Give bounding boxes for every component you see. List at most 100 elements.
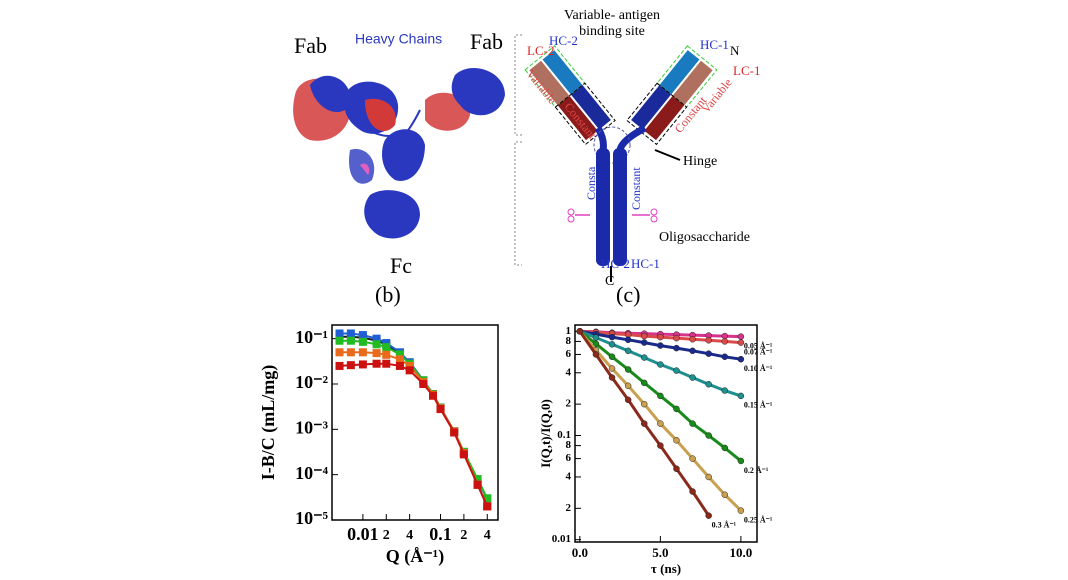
hc-constant [631, 85, 672, 130]
hc-variable [659, 50, 700, 95]
marker [721, 353, 729, 361]
x-tick-label: 0.0 [572, 545, 588, 560]
marker [689, 488, 696, 495]
y-tick-label: 2 [566, 398, 572, 410]
structure-label: Fab [294, 33, 327, 58]
x-tick-label: 4 [484, 528, 491, 543]
marker [346, 329, 355, 338]
y-tick-label: 4 [566, 366, 572, 378]
marker [608, 374, 616, 381]
diagram-label: C [605, 274, 614, 289]
diagram-label: HC-2 [601, 256, 630, 271]
structure-label: Fab [470, 29, 503, 54]
x-tick-label: 4 [406, 528, 413, 543]
marker [436, 405, 445, 414]
fab-domain [365, 98, 396, 132]
structure-label: Fc [390, 253, 412, 278]
series-label: 0.15 Å⁻¹ [744, 401, 773, 410]
y-axis-label: I-B/C (mL/mg) [258, 365, 279, 481]
marker [657, 392, 664, 400]
lc-variable [529, 60, 570, 106]
marker [382, 339, 391, 348]
marker [641, 332, 648, 340]
marker [459, 450, 468, 459]
fab-domain [310, 75, 351, 113]
diagram-label: Oligosaccharide [659, 230, 750, 245]
marker [641, 379, 648, 387]
diagram-label: HC-1 [631, 256, 660, 271]
marker [721, 491, 729, 498]
marker [395, 355, 404, 364]
protein-structure [293, 67, 505, 239]
glycan [650, 215, 658, 223]
series-label: 0.07 Å⁻¹ [744, 347, 773, 356]
marker [641, 420, 648, 427]
marker [705, 381, 712, 388]
bracket [514, 34, 522, 266]
marker [405, 361, 414, 370]
diagram-label: LC-1 [733, 63, 760, 78]
y-axis-label: I(Q,t)/I(Q,0) [538, 399, 553, 468]
marker [592, 340, 600, 347]
marker [473, 480, 482, 489]
y-tick-label: 6 [566, 452, 572, 464]
plot-frame [331, 324, 499, 521]
series-label: 0.25 Å⁻¹ [744, 515, 773, 524]
y-tick-label: 1 [566, 325, 572, 337]
marker [450, 428, 459, 437]
diagram-label: Consta [584, 166, 598, 200]
marker [358, 337, 367, 346]
marker [657, 442, 664, 449]
diagram-label: Hinge [683, 154, 717, 169]
glycan [650, 208, 658, 216]
lc-variable [672, 60, 713, 106]
marker [689, 420, 696, 427]
fc-domain [382, 129, 425, 181]
y-tick-label: 6 [566, 348, 572, 360]
marker [483, 494, 492, 503]
series-line [339, 362, 489, 507]
marker [705, 512, 712, 519]
marker [689, 455, 696, 462]
marker [624, 382, 632, 390]
marker [673, 367, 680, 374]
marker [624, 366, 632, 373]
y-tick-label: 8 [566, 335, 572, 347]
marker [346, 361, 355, 370]
marker [335, 336, 344, 345]
marker [641, 354, 648, 361]
series-label: 0.2 Å⁻¹ [744, 466, 769, 475]
hinge [594, 124, 647, 152]
hinge-circle [593, 126, 631, 164]
marker [335, 361, 344, 370]
marker [705, 350, 712, 357]
marker [429, 391, 438, 400]
y-tick-label: 10⁻³ [295, 417, 329, 437]
y-tick-label: 0.01 [552, 533, 571, 545]
marker [624, 396, 632, 404]
glycan [567, 208, 575, 216]
marker [419, 379, 428, 388]
diagram-title: Variable- antigen [564, 8, 660, 23]
marker [624, 336, 632, 344]
marker [382, 359, 391, 368]
x-axis-label: τ (ns) [651, 561, 681, 576]
marker [608, 353, 616, 361]
hc-variable [542, 50, 583, 95]
marker [737, 457, 745, 465]
marker [705, 337, 712, 344]
y-tick-label: 2 [566, 502, 572, 514]
marker [624, 347, 632, 355]
hc-constant [570, 85, 611, 130]
lc-constant [557, 95, 598, 141]
diagram-label: N [730, 43, 740, 58]
marker [737, 339, 745, 346]
linker [351, 109, 421, 141]
marker [358, 348, 367, 357]
x-tick-label: 0.01 [347, 524, 379, 544]
left-arm [524, 45, 616, 146]
marker [372, 349, 381, 358]
marker [673, 405, 680, 413]
glycan [360, 163, 370, 175]
